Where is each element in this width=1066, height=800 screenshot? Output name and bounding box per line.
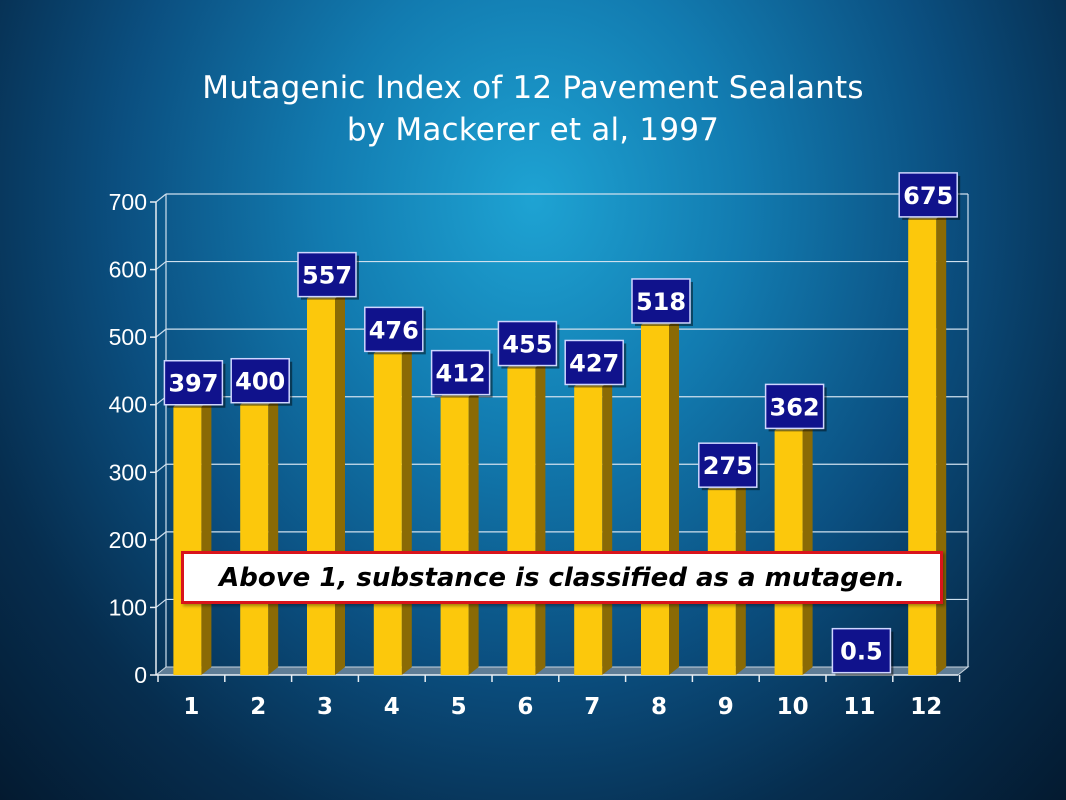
bar-side [401, 345, 412, 675]
bar-side [602, 378, 613, 675]
bar-side [335, 290, 345, 675]
bar-side [936, 210, 947, 675]
y-tick-label: 600 [109, 257, 147, 283]
gridline-side [155, 531, 167, 541]
data-label-box [631, 278, 691, 324]
gridline-side [155, 463, 167, 473]
x-tick-label: 7 [584, 694, 600, 720]
bar [440, 396, 469, 675]
data-label: 362 [770, 393, 820, 421]
chart-subtitle: by Mackerer et al, 1997 [346, 112, 720, 148]
gridline-side [155, 598, 167, 608]
bar [240, 404, 269, 675]
x-tick-label: 5 [451, 694, 467, 720]
bar [908, 218, 937, 675]
bar-side [268, 396, 279, 675]
x-tick-label: 8 [651, 694, 667, 720]
data-label-box [564, 339, 624, 386]
bar-side [201, 398, 212, 675]
y-tick-label: 200 [109, 527, 147, 553]
x-tick-label: 2 [250, 694, 266, 720]
bar [507, 367, 536, 675]
bar [373, 353, 402, 675]
y-tick-label: 700 [109, 189, 147, 215]
data-label-box [364, 306, 424, 353]
data-label: 675 [903, 182, 953, 210]
bar-side [802, 422, 813, 675]
gridline-side [155, 193, 167, 203]
data-label: 557 [302, 262, 352, 290]
data-label: 518 [636, 288, 686, 316]
data-label-box [764, 383, 825, 430]
y-tick-label: 500 [109, 324, 147, 350]
data-label-box [497, 320, 558, 367]
x-tick-label: 12 [910, 694, 942, 720]
data-label: 476 [369, 316, 419, 344]
y-tick-label: 0 [134, 662, 147, 688]
data-label-box [430, 349, 491, 396]
gridline-side [155, 328, 167, 338]
chart-title: Mutagenic Index of 12 Pavement Sealants [202, 70, 864, 106]
data-label-box [297, 251, 357, 298]
data-label-box [831, 627, 892, 674]
data-label: 412 [436, 360, 486, 388]
data-label: 455 [502, 331, 552, 359]
data-label: 0.5 [840, 638, 883, 666]
gridline-side [155, 261, 167, 271]
bar-side [468, 388, 479, 675]
data-label: 275 [703, 452, 753, 480]
y-tick-label: 300 [109, 459, 147, 485]
chart-data-labels: 397 400 557 476 412 455 427 518 275 362 0.5 675 [163, 172, 961, 676]
x-tick-label: 10 [777, 694, 809, 720]
y-tick-label: 100 [109, 594, 147, 620]
x-tick-label: 4 [384, 694, 400, 720]
data-label-box [230, 357, 290, 404]
data-label: 427 [569, 349, 619, 377]
data-label-box [698, 442, 758, 488]
mutagen-note: Above 1, substance is classified as a mu… [181, 551, 943, 604]
bar [173, 406, 202, 675]
bar-side [669, 316, 679, 675]
x-tick-label: 6 [517, 694, 533, 720]
x-tick-label: 1 [183, 694, 199, 720]
data-label-box [898, 172, 958, 218]
bar [641, 324, 669, 675]
x-tick-label: 3 [317, 694, 333, 720]
y-tick-label: 400 [109, 392, 147, 418]
data-label-box [163, 359, 224, 406]
bar [307, 298, 335, 675]
x-tick-label: 9 [718, 694, 734, 720]
data-label: 397 [168, 370, 218, 398]
chart-grid [154, 193, 970, 676]
bar [574, 386, 603, 675]
bar-side [535, 359, 546, 675]
chart-bars [173, 210, 947, 675]
data-label: 400 [235, 368, 285, 396]
x-tick-label: 11 [843, 694, 875, 720]
